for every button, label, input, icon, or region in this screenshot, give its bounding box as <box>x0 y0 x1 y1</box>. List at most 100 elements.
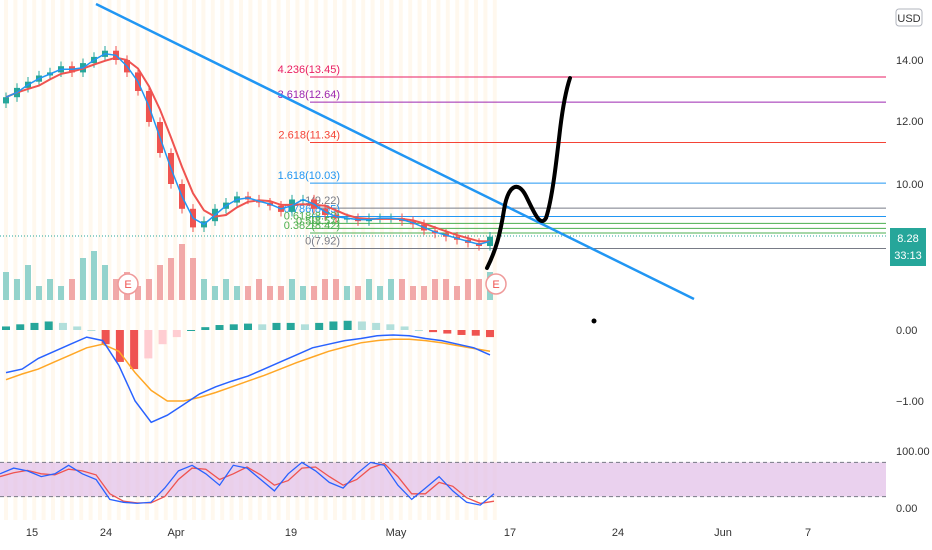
date-tick: Apr <box>167 527 184 539</box>
volume-bar <box>476 279 482 300</box>
macd-histogram-bar <box>158 330 167 345</box>
volume-bar <box>410 286 416 300</box>
moving-average-fast <box>5 53 491 246</box>
trendline[interactable] <box>95 2 695 301</box>
session-stripe <box>474 0 478 520</box>
session-stripe <box>163 0 168 520</box>
macd-histogram-bar <box>343 320 352 330</box>
volume-bar <box>135 286 141 300</box>
volume-bar <box>168 258 174 300</box>
price-tick: 12.00 <box>896 116 924 128</box>
macd-tick: −1.00 <box>896 396 924 408</box>
session-stripe <box>445 0 450 520</box>
session-stripe <box>145 0 149 520</box>
session-stripe <box>13 0 18 520</box>
session-stripe <box>361 0 366 520</box>
macd-line <box>5 334 491 424</box>
date-tick: 17 <box>504 527 516 539</box>
macd-histogram-bar <box>16 324 25 330</box>
session-stripe <box>135 0 140 520</box>
date-tick: May <box>386 527 407 539</box>
stoch-k-line <box>0 461 495 506</box>
macd-histogram-bar <box>58 322 67 330</box>
session-stripe <box>464 0 469 520</box>
session-stripe <box>333 0 337 520</box>
candlesticks <box>3 46 493 251</box>
session-stripe <box>295 0 300 520</box>
volume-bar <box>14 279 20 300</box>
macd-histogram-bar <box>443 330 452 334</box>
volume-bar <box>377 286 383 300</box>
volume-bar <box>388 279 394 300</box>
macd-histogram-bar <box>286 322 295 330</box>
last-price: 8.28 <box>897 233 918 245</box>
volume-bar <box>102 265 108 300</box>
macd-histogram-bar <box>187 330 196 331</box>
macd-histogram-bar <box>229 324 238 330</box>
currency-label: USD <box>897 13 920 25</box>
volume-bar <box>179 244 185 300</box>
macd-histogram-bar <box>272 322 281 330</box>
volume-bar <box>421 286 427 300</box>
macd-histogram-bar <box>2 326 10 330</box>
fib-level-label: 4.236(13.45) <box>278 64 340 76</box>
macd-histogram-bar <box>457 330 466 335</box>
session-stripe <box>60 0 65 520</box>
volume-bar <box>355 286 361 300</box>
macd-histogram-bar <box>73 326 82 330</box>
session-stripe <box>408 0 413 520</box>
volume-bar <box>58 286 64 300</box>
earnings-marker[interactable]: E <box>485 273 507 295</box>
session-stripe <box>4 0 8 520</box>
macd-histogram-bar <box>87 330 96 331</box>
session-stripe <box>492 0 497 520</box>
bar-countdown: 33:13 <box>894 250 922 262</box>
svg-text:E: E <box>124 279 131 291</box>
session-stripe <box>323 0 328 520</box>
fib-level-label: 2.618(11.34) <box>278 129 340 141</box>
price-tick: 14.00 <box>896 55 924 67</box>
session-stripe <box>22 0 27 520</box>
volume-bar <box>157 265 163 300</box>
fib-level-label: 0(7.92) <box>305 235 340 247</box>
session-stripe <box>126 0 131 520</box>
volume-bar <box>212 286 218 300</box>
fib-level-label: 0.382(8.42) <box>284 220 340 232</box>
earnings-marker[interactable]: E <box>117 273 139 295</box>
volume-bar <box>300 286 306 300</box>
session-stripe <box>88 0 93 520</box>
macd-histogram-bar <box>30 322 39 330</box>
volume-bar <box>190 258 196 300</box>
macd-tick: 0.00 <box>896 325 917 337</box>
currency-button[interactable]: USD <box>895 8 923 27</box>
volume-bar <box>47 279 53 300</box>
macd-histogram-bar <box>201 327 210 330</box>
session-stripe <box>41 0 46 520</box>
session-stripe <box>427 0 431 520</box>
session-highlight-stripes <box>4 0 497 520</box>
date-tick: 7 <box>805 527 811 539</box>
session-stripe <box>116 0 121 520</box>
macd-histogram-bar <box>258 324 267 330</box>
session-stripe <box>351 0 356 520</box>
stoch-tick: 0.00 <box>896 503 917 515</box>
session-stripe <box>417 0 422 520</box>
macd-histogram-bar <box>329 321 338 330</box>
macd-histogram-bar <box>486 330 494 338</box>
session-stripe <box>389 0 394 520</box>
volume-bar <box>146 279 152 300</box>
hand-drawn-projection[interactable] <box>485 76 572 270</box>
session-stripe <box>107 0 112 520</box>
session-stripe <box>173 0 178 520</box>
macd-histogram-bar <box>144 330 153 359</box>
volume-bar <box>311 286 317 300</box>
volume-bar <box>113 279 119 300</box>
fibonacci-extension[interactable]: 4.236(13.45) 3.618(12.64) 2.618(11.34) 1.61… <box>0 64 886 249</box>
session-stripe <box>342 0 347 520</box>
date-tick: Jun <box>714 527 732 539</box>
macd-histogram-bar <box>471 330 480 336</box>
macd-histogram-bar <box>300 324 309 330</box>
volume-bar <box>234 286 240 300</box>
volume-bar <box>36 286 42 300</box>
